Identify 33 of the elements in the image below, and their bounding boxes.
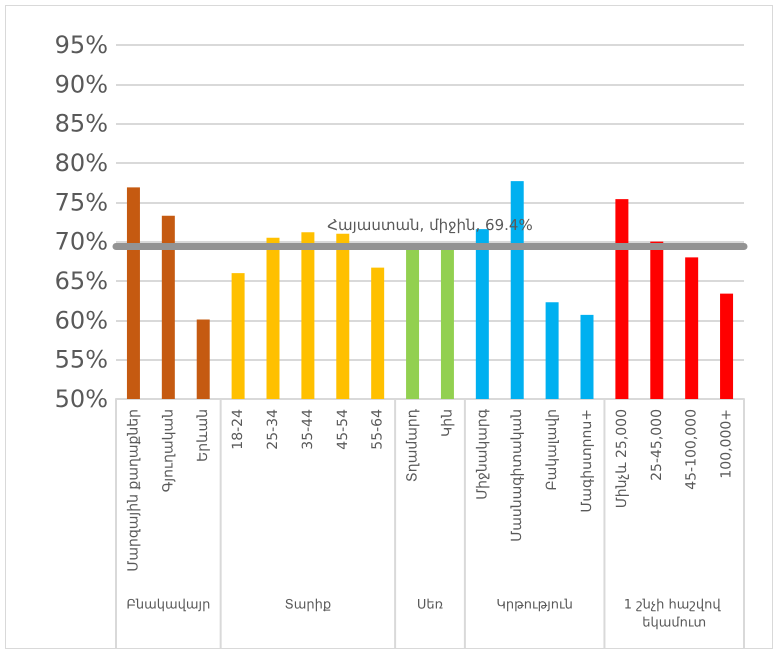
x-tick-label: Մարզային քաղաքներ [125, 409, 142, 572]
x-tick-label: Գյուղական [160, 409, 176, 492]
y-tick-label: 65% [54, 267, 108, 295]
y-tick-label: 50% [54, 385, 108, 413]
text: 1 շնչի հաշվով եկամուտ [624, 598, 725, 630]
y-tick-label: 60% [54, 306, 108, 334]
x-tick-label: 55-64 [370, 408, 386, 450]
x-tick-label: Մագիստրոս+ [579, 409, 595, 513]
x-tick-label: 25-45,000 [648, 409, 665, 481]
x-tick-label: 25-34 [265, 408, 281, 450]
y-tick-label: 55% [54, 346, 108, 374]
x-tick-label: Երևան [195, 409, 212, 462]
x-tick-label: Միջնակարգ [474, 408, 490, 500]
y-tick-label: 90% [54, 70, 108, 98]
y-tick-label: 75% [54, 188, 108, 216]
x-tick-label: Տղամարդ [404, 408, 421, 482]
x-tick-label: 18-24 [230, 408, 246, 450]
text: Կրթություն [496, 598, 573, 612]
text: Սեռ [416, 598, 444, 612]
y-tick-label: 80% [54, 149, 108, 177]
x-tick-label: Մասնագիտական [509, 409, 526, 542]
y-tick-label: 95% [54, 31, 108, 59]
y-tick-label: 70% [54, 228, 108, 256]
x-tick-label: Կին [439, 409, 456, 437]
x-tick-label: 35-44 [300, 408, 316, 450]
x-tick-label: 45-54 [334, 408, 351, 450]
text: Բնակավայր [126, 598, 210, 612]
x-tick-label: Բակալավր [544, 409, 560, 491]
x-tick-label: 100,000+ [718, 409, 735, 479]
y-tick-label: 85% [54, 110, 108, 138]
x-tick-label: Մինչև 25,000 [614, 409, 630, 508]
text: Տարիք [284, 598, 332, 612]
x-tick-label: 45-100,000 [684, 409, 700, 490]
